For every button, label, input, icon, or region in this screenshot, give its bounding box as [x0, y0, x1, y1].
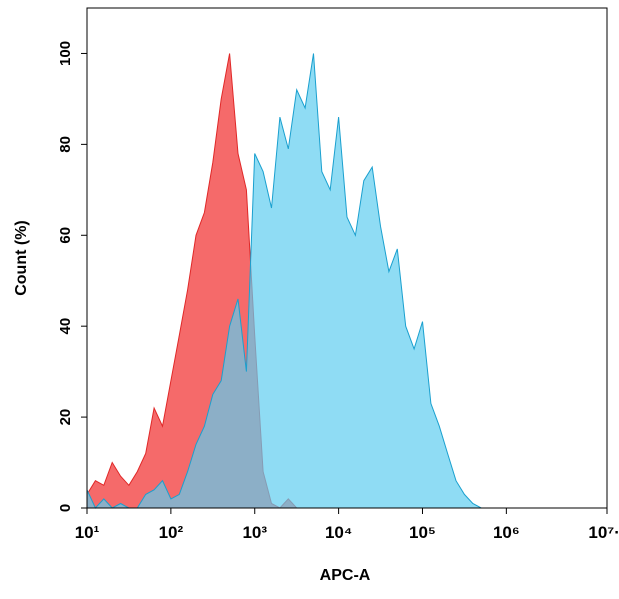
area-fill	[87, 53, 507, 508]
y-axis-label: Count (%)	[13, 220, 30, 296]
y-tick-label: 80	[57, 136, 74, 153]
area-line	[86, 53, 507, 509]
area-fill	[87, 53, 507, 508]
y-tick-label: 20	[57, 409, 74, 426]
x-tick-label: 10³	[242, 523, 267, 542]
x-axis-label: APC-A	[320, 567, 371, 584]
x-tick-label: 10²	[159, 523, 184, 542]
y-tick-label: 0	[57, 504, 74, 512]
x-tick-label: 10⁴	[325, 523, 352, 542]
y-tick-label: 60	[57, 227, 74, 244]
x-tick-label: 10¹	[75, 523, 100, 542]
x-tick-label: 10⁷·²	[588, 523, 619, 542]
x-tick-label: 10⁶	[493, 523, 520, 542]
y-tick-label: 100	[57, 41, 74, 66]
y-tick-label: 40	[57, 318, 74, 335]
x-tick-label: 10⁵	[409, 523, 436, 542]
plot-frame	[86, 7, 608, 509]
